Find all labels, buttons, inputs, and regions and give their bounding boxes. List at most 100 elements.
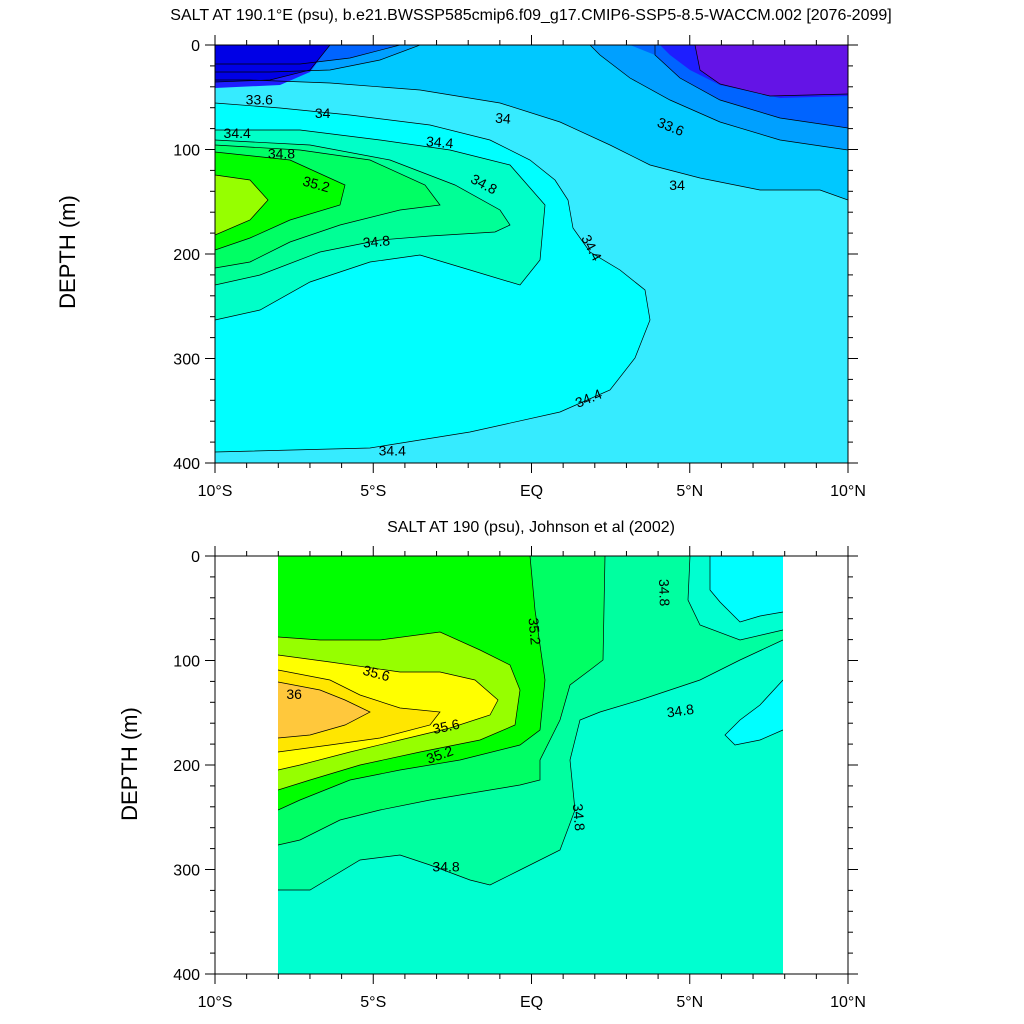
- contour-line: [215, 151, 346, 251]
- panel-top-ylabel: DEPTH (m): [55, 195, 80, 309]
- contour-label-text: 34.4: [224, 125, 251, 141]
- fill-35.2-35.4: [215, 152, 345, 250]
- panel-top-contour-lines: [215, 45, 848, 453]
- contour-label: 34: [315, 105, 331, 121]
- contour-line: [709, 556, 783, 623]
- contour-label: 34: [495, 110, 512, 127]
- contour-label-text: 34.8: [432, 858, 459, 874]
- y-tick-label: 100: [173, 143, 200, 160]
- contour-line: [589, 45, 848, 151]
- contour-label: 34.8: [268, 146, 295, 162]
- contour-line: [215, 45, 401, 65]
- x-tick-label: 5°N: [676, 994, 703, 1011]
- contour-label: 34.8: [432, 858, 459, 874]
- contour-label: 34.8: [362, 232, 391, 250]
- contour-line: [215, 129, 546, 321]
- contour-line: [215, 139, 511, 286]
- panel-bottom-contour-lines: [278, 556, 783, 891]
- contour-label: 35.2: [301, 173, 332, 196]
- contour-label-text: 34.8: [570, 803, 588, 832]
- panel-bottom-ylabel: DEPTH (m): [117, 707, 142, 821]
- x-tick-label: 5°S: [360, 483, 386, 500]
- contour-label-text: 34: [315, 105, 331, 121]
- panel-top-title: SALT AT 190.1°E (psu), b.e21.BWSSP585cmi…: [170, 7, 891, 24]
- y-tick-label: 200: [173, 247, 200, 264]
- contour-line: [278, 654, 499, 771]
- contour-label: 34.8: [656, 579, 673, 607]
- contour-line: [278, 681, 371, 739]
- contour-line: [215, 45, 331, 83]
- contour-label-text: 35.6: [361, 662, 392, 685]
- contour-line: [654, 45, 848, 129]
- contour-label-text: 34: [669, 177, 685, 193]
- panel-top-axes: 10°S 5°S EQ 5°N 10°N 0 100 200 300 400: [173, 35, 866, 500]
- contour-label: 35.6: [431, 716, 461, 737]
- contour-label-text: 33.6: [246, 91, 273, 107]
- contour-label-text: 36: [286, 686, 302, 702]
- panel-top-contour-fill: [215, 45, 848, 463]
- contour-label: 33.6: [246, 91, 273, 107]
- contour-line: [215, 102, 651, 453]
- contour-line: [215, 174, 269, 236]
- contour-label-text: 34: [495, 110, 512, 127]
- y-tick-label: 400: [173, 456, 200, 473]
- contour-line: [278, 631, 521, 791]
- x-tick-label: EQ: [520, 483, 543, 500]
- x-tick-label: 10°S: [198, 483, 233, 500]
- contour-line: [687, 556, 783, 641]
- contour-line: [278, 639, 783, 891]
- fill-33.4-33.6: [215, 45, 848, 98]
- panel-bottom-title: SALT AT 190 (psu), Johnson et al (2002): [387, 519, 675, 536]
- panel-top: SALT AT 190.1°E (psu), b.e21.BWSSP585cmi…: [55, 7, 892, 500]
- contour-line: [215, 144, 441, 269]
- x-tick-label: 5°N: [676, 483, 703, 500]
- contour-label-text: 34.8: [656, 579, 673, 607]
- contour-label-text: 35.2: [301, 173, 332, 196]
- panel-top-contour-labels: 33.634 34 33.634.434.434.835.2 34.8 3434.434…: [224, 91, 687, 458]
- fill-gt-36.0: [278, 682, 370, 738]
- contour-line: [215, 45, 421, 73]
- x-tick-label: 10°N: [830, 483, 866, 500]
- contour-label: 34: [669, 177, 685, 193]
- contour-label: 34.4: [224, 125, 251, 141]
- fill-34.6-34.8-ne: [710, 556, 783, 622]
- contour-line: [724, 679, 783, 746]
- contour-label: 35.6: [361, 662, 392, 685]
- contour-label-text: 34.4: [379, 442, 406, 458]
- contour-line: [278, 669, 441, 753]
- contour-label-text: 34.8: [362, 232, 391, 250]
- contour-line: [694, 45, 848, 97]
- panel-bottom-contour-fill: [278, 556, 783, 974]
- x-tick-label: 10°N: [830, 994, 866, 1011]
- contour-label-text: 34.8: [666, 701, 695, 721]
- y-tick-label: 400: [173, 967, 200, 984]
- x-tick-label: 5°S: [360, 994, 386, 1011]
- panel-bottom-axes: 10°S 5°S EQ 5°N 10°N 0 100 200 300 400: [173, 546, 866, 1011]
- contour-line: [215, 79, 848, 201]
- contour-label-text: 35.2: [526, 617, 544, 646]
- contour-label-text: 34.4: [425, 133, 454, 151]
- y-tick-label: 0: [191, 549, 200, 566]
- y-tick-label: 0: [191, 38, 200, 55]
- contour-label: 34.8: [570, 803, 588, 832]
- x-tick-label: 10°S: [198, 994, 233, 1011]
- panel-bottom: SALT AT 190 (psu), Johnson et al (2002) …: [117, 519, 866, 1011]
- contour-label: 36: [286, 686, 302, 702]
- contour-label: 34.8: [666, 701, 695, 721]
- fill-35.4-35.6: [215, 175, 268, 235]
- contour-label-text: 34.8: [268, 146, 295, 162]
- contour-line: [278, 556, 546, 811]
- y-tick-label: 300: [173, 863, 200, 880]
- y-tick-label: 100: [173, 654, 200, 671]
- contour-label-text: 35.6: [431, 716, 461, 737]
- contour-label: 35.2: [526, 617, 544, 646]
- contour-label: 34.4: [379, 442, 406, 458]
- fill-33.4-33.6-b: [215, 45, 330, 82]
- contour-label: 34.4: [425, 133, 454, 151]
- contour-line: [278, 556, 606, 846]
- x-tick-label: EQ: [520, 994, 543, 1011]
- y-tick-label: 200: [173, 758, 200, 775]
- fill-lt-33.4: [695, 45, 848, 96]
